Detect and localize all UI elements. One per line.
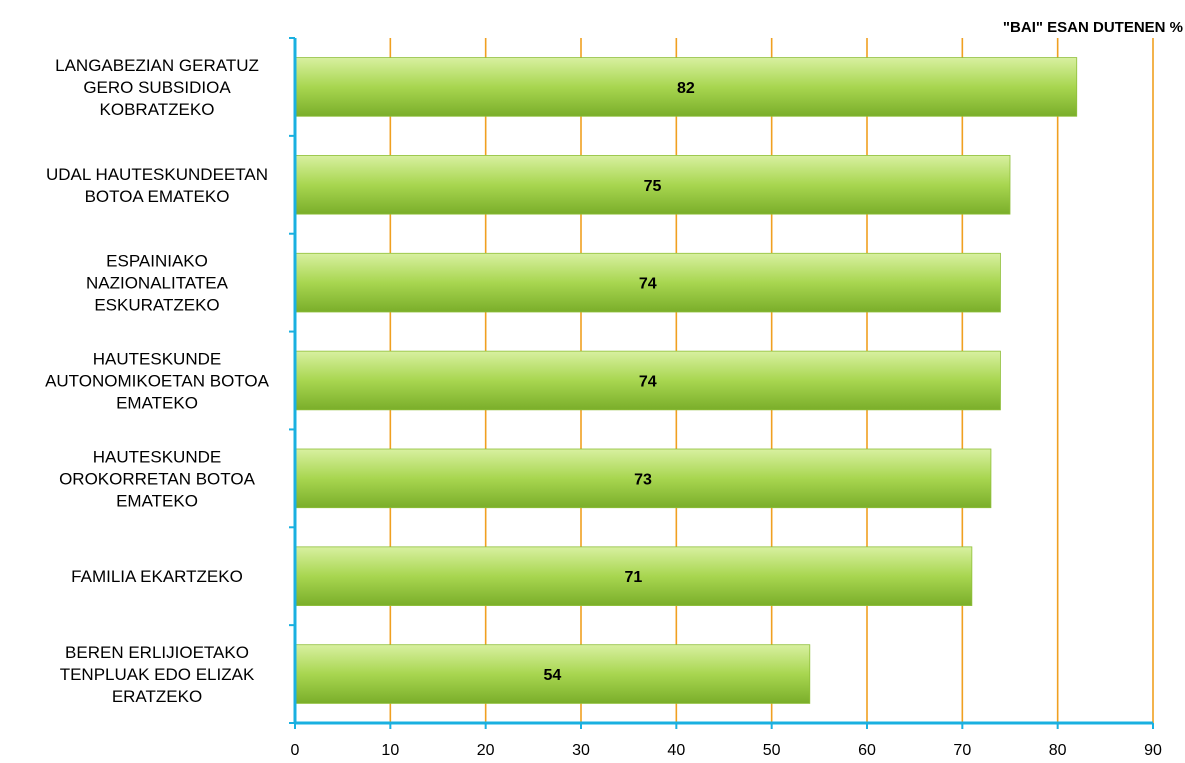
category-label: FAMILIA EKARTZEKO: [71, 567, 243, 586]
x-tick-label: 20: [477, 742, 495, 759]
bar: [294, 252, 1001, 313]
labels: 0 10 20 30 40 50 60 70 80 90 82 LANGABEZIAN GERATUZ…: [45, 56, 1162, 759]
x-tick-label: 80: [1049, 742, 1067, 759]
data-label: 74: [639, 374, 657, 391]
category-label: HAUTESKUNDE AUTONOMIKOETAN BOTOA EMATEKO: [45, 350, 270, 413]
x-tick-label: 60: [858, 742, 876, 759]
category-label: UDAL HAUTESKUNDEETAN BOTOA EMATEKO: [46, 165, 268, 206]
data-label: 73: [634, 471, 652, 488]
bar: [294, 350, 1001, 411]
category-label: ESPAINIAKO NAZIONALITATEA ESKURATZEKO: [86, 252, 229, 315]
bar: [294, 155, 1011, 215]
bar: [294, 546, 973, 606]
bar: [294, 448, 992, 509]
x-tick-label: 70: [953, 742, 971, 759]
data-label: 71: [625, 569, 643, 586]
bar: [294, 57, 1078, 117]
x-tick-label: 10: [381, 742, 399, 759]
x-axis-title: "BAI" ESAN DUTENEN %: [1003, 19, 1183, 36]
category-label: BEREN ERLIJIOETAKO TENPLUAK EDO ELIZAK ERA…: [60, 643, 255, 706]
category-label: HAUTESKUNDE OROKORRETAN BOTOA EMATEKO: [59, 447, 256, 510]
x-tick-label: 90: [1144, 742, 1162, 759]
data-label: 54: [544, 667, 562, 684]
axes: [289, 37, 1154, 729]
data-label: 74: [639, 276, 657, 293]
bar: [294, 644, 811, 704]
data-label: 75: [644, 178, 662, 195]
category-label: LANGABEZIAN GERATUZ GERO SUBSIDIOA KOBRATZ…: [55, 56, 259, 119]
x-tick-label: 50: [763, 742, 781, 759]
bars: [294, 57, 1078, 704]
x-tick-label: 30: [572, 742, 590, 759]
data-label: 82: [677, 80, 695, 97]
x-tick-label: 0: [291, 742, 300, 759]
x-tick-label: 40: [667, 742, 685, 759]
